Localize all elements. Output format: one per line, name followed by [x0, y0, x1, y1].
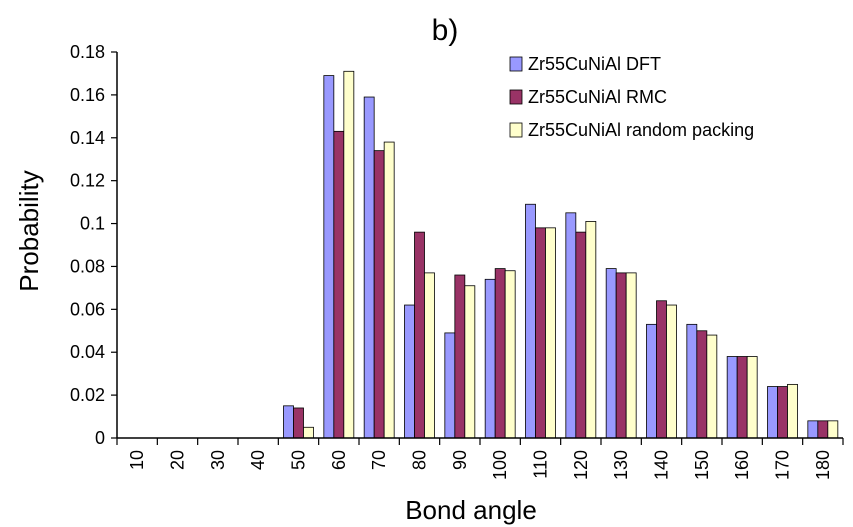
x-tick-label: 110: [531, 450, 551, 479]
bar-1-150: [686, 323, 698, 439]
legend-swatch-1: [509, 56, 523, 72]
bar-1-100: [484, 278, 496, 439]
x-tick-label: 130: [611, 450, 631, 480]
x-tick-label: 140: [652, 450, 672, 480]
bar-2-130: [615, 272, 627, 439]
x-tick-label: 50: [289, 450, 309, 470]
bar-2-160: [736, 356, 748, 439]
y-tick-label: 0.04: [70, 342, 105, 362]
bar-1-160: [726, 356, 738, 439]
bar-2-80: [414, 231, 425, 439]
x-tick-label: 90: [450, 450, 470, 470]
x-tick-label: 120: [571, 450, 591, 480]
y-tick-label: 0.1: [80, 214, 105, 234]
x-tick-label: 150: [692, 450, 712, 480]
bar-3-160: [746, 356, 758, 439]
bar-3-140: [666, 304, 677, 439]
y-tick-label: 0.08: [70, 256, 105, 276]
bars-group: [283, 70, 839, 439]
x-tick-label: 70: [369, 450, 389, 470]
bar-1-50: [283, 405, 294, 439]
bar-1-170: [767, 386, 778, 439]
bar-2-70: [373, 150, 385, 439]
bar-1-60: [323, 75, 335, 439]
legend-swatch-2: [509, 89, 523, 105]
bar-1-130: [605, 268, 617, 439]
y-tick-label: 0.18: [70, 42, 105, 62]
y-tick-label: 0.06: [70, 299, 105, 319]
bar-2-150: [696, 330, 708, 439]
bar-2-50: [293, 407, 304, 439]
bar-2-110: [535, 227, 546, 439]
legend-label-2: Zr55CuNiAl RMC: [528, 87, 667, 107]
legend-label-3: Zr55CuNiAl random packing: [528, 120, 754, 140]
bar-1-90: [444, 332, 456, 439]
y-tick-label: 0.02: [70, 385, 105, 405]
bar-3-80: [424, 272, 435, 439]
y-tick-label: 0.16: [70, 85, 105, 105]
bar-3-120: [585, 221, 597, 439]
bar-1-80: [404, 304, 415, 439]
x-tick-label: 180: [813, 450, 833, 480]
bar-2-170: [777, 386, 788, 439]
bar-1-70: [363, 96, 375, 439]
bar-2-60: [333, 130, 345, 439]
axes-group: 0 0.02 0.04 0.06 0.08 0.1 0.12 0.14 0.16 0.18 10 20…: [70, 42, 844, 480]
x-tick-label: 170: [773, 450, 793, 480]
legend-label-1: Zr55CuNiAl DFT: [528, 54, 661, 74]
bar-1-110: [525, 203, 536, 439]
bar-2-100: [494, 268, 506, 439]
bar-1-120: [565, 212, 577, 439]
legend: Zr55CuNiAl DFT Zr55CuNiAl RMC Zr55CuNiAl r…: [509, 54, 754, 140]
bar-3-100: [504, 270, 516, 439]
bar-2-90: [454, 274, 466, 439]
y-tick-label: 0.14: [70, 128, 105, 148]
bar-1-180: [807, 420, 819, 439]
x-tick-label: 160: [732, 450, 752, 480]
chart-title: b): [432, 14, 459, 47]
bar-3-180: [827, 420, 839, 439]
bar-1-140: [646, 323, 657, 439]
x-tick-label: 40: [248, 450, 268, 470]
bar-3-170: [787, 383, 798, 439]
bar-3-90: [464, 285, 476, 439]
bar-3-130: [625, 272, 637, 439]
y-tick-label: 0: [95, 428, 105, 448]
y-axis-title: Probability: [14, 170, 44, 291]
x-tick-label: 100: [490, 450, 510, 480]
bar-2-180: [817, 420, 829, 439]
x-tick-label: 30: [208, 450, 228, 470]
x-tick-label: 10: [127, 450, 147, 470]
bar-2-120: [575, 231, 587, 439]
legend-swatch-3: [509, 122, 523, 138]
bar-2-140: [656, 300, 667, 439]
bar-3-50: [303, 426, 314, 439]
y-tick-label: 0.12: [70, 171, 105, 191]
bar-3-150: [706, 334, 718, 439]
x-axis-title: Bond angle: [405, 495, 537, 525]
bar-3-110: [545, 227, 556, 439]
x-tick-label: 60: [329, 450, 349, 470]
bar-3-60: [343, 70, 355, 439]
x-tick-label: 80: [410, 450, 430, 470]
x-tick-label: 20: [168, 450, 188, 470]
bar-3-70: [383, 141, 395, 439]
